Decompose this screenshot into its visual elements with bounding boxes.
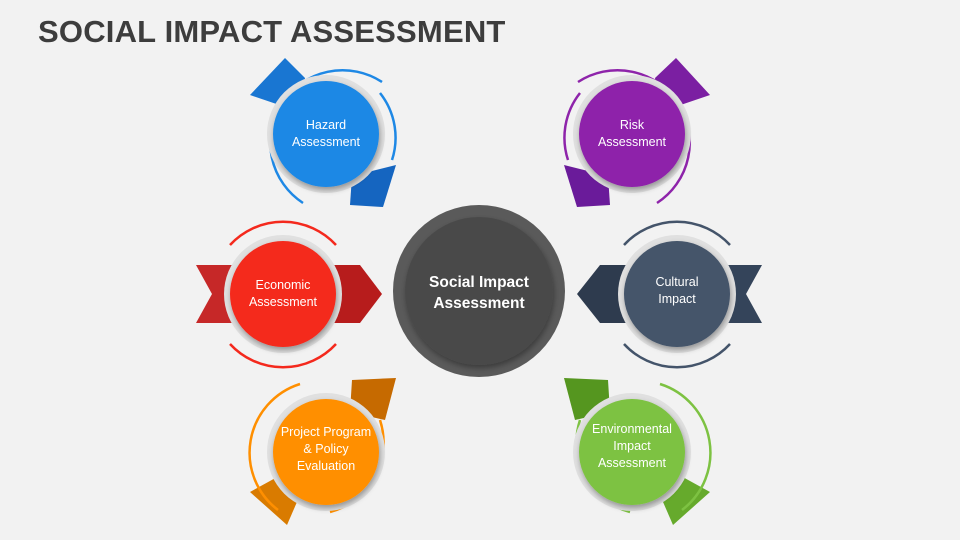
environmental-arc: [659, 382, 712, 511]
node-environmental-impact-assessment: Environmental Impact Assessment: [564, 378, 712, 525]
economic-label-line-1: Economic: [256, 278, 311, 292]
economic-arc-top: [229, 220, 337, 246]
risk-label-line-2: Assessment: [598, 135, 667, 149]
project-circle: [273, 399, 379, 505]
project-arc: [248, 382, 301, 511]
center-label-line-2: Assessment: [433, 295, 524, 312]
cultural-arc-bottom: [623, 343, 731, 369]
risk-circle: [579, 81, 685, 187]
project-label-line-3: Evaluation: [297, 459, 355, 473]
slide-title: SOCIAL IMPACT ASSESSMENT: [38, 14, 506, 49]
cultural-label-line-2: Impact: [658, 292, 696, 306]
hazard-label-line-1: Hazard: [306, 118, 346, 132]
node-cultural-impact: Cultural Impact: [577, 220, 762, 369]
environmental-circle: [579, 399, 685, 505]
center-label-line-1: Social Impact: [429, 274, 529, 291]
environmental-label-line-1: Environmental: [592, 422, 672, 436]
node-risk-assessment: Risk Assessment: [563, 58, 710, 207]
hazard-label-line-2: Assessment: [292, 135, 361, 149]
hazard-arc-outer: [379, 92, 397, 161]
cultural-flag-left: [577, 265, 632, 323]
cultural-circle: [624, 241, 730, 347]
economic-flag-right: [330, 265, 382, 323]
environmental-label-line-2: Impact: [613, 439, 651, 453]
node-project-program-policy-evaluation: Project Program & Policy Evaluation: [248, 378, 396, 525]
cultural-label-line-1: Cultural: [655, 275, 698, 289]
center-circle: [405, 217, 553, 365]
economic-circle: [230, 241, 336, 347]
economic-arc-bottom: [229, 343, 337, 369]
center-node: Social Impact Assessment: [393, 205, 565, 377]
project-label-line-2: & Policy: [303, 442, 349, 456]
economic-label-line-2: Assessment: [249, 295, 318, 309]
risk-label-line-1: Risk: [620, 118, 645, 132]
cultural-arc-top: [623, 220, 731, 246]
node-economic-assessment: Economic Assessment: [196, 220, 382, 369]
project-label-line-1: Project Program: [281, 425, 371, 439]
environmental-label-line-3: Assessment: [598, 456, 667, 470]
risk-arc-outer: [563, 92, 581, 161]
node-hazard-assessment: Hazard Assessment: [250, 58, 397, 207]
hazard-circle: [273, 81, 379, 187]
